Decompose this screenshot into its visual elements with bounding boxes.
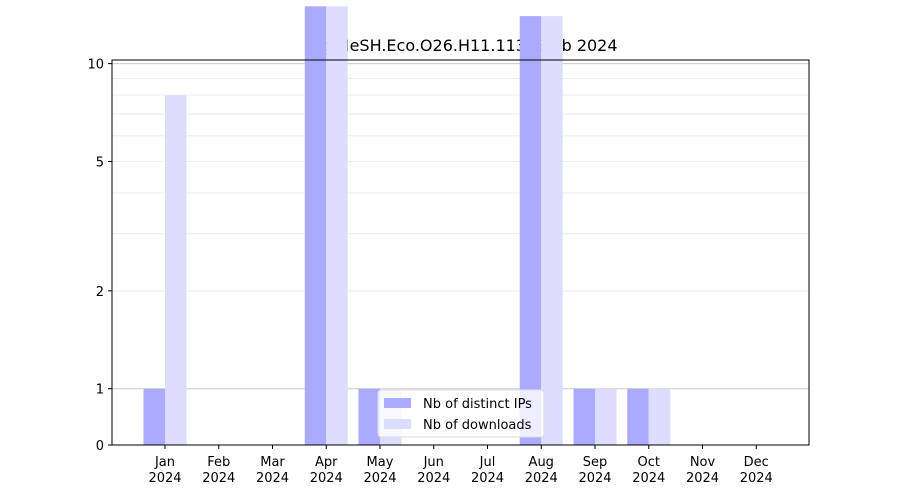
x-tick-label: Aug 2024: [525, 455, 558, 486]
x-tick-label: Mar 2024: [256, 455, 289, 486]
legend: Nb of distinct IPs Nb of downloads: [377, 389, 545, 438]
bar-downloads: [165, 95, 187, 446]
bar-downloads: [326, 6, 348, 446]
plot-frame: [111, 59, 810, 446]
y-tick-label: 5: [96, 155, 104, 170]
bar-ips: [304, 6, 327, 446]
bar-ips: [358, 388, 380, 445]
bar-downloads: [541, 16, 563, 445]
x-tick-label: Dec 2024: [740, 455, 773, 486]
grid: [112, 63, 809, 390]
x-tick-label: Nov 2024: [686, 455, 719, 486]
legend-label: Nb of downloads: [423, 418, 532, 433]
x-tick-label: Apr 2024: [310, 455, 343, 486]
bar-ips: [627, 388, 649, 445]
bars: [143, 6, 671, 446]
x-tick-label: Jun 2024: [417, 455, 450, 486]
legend-label: Nb of distinct IPs: [423, 397, 532, 412]
x-axis: Jan 2024 Feb 2024 Mar 2024 Apr 2024 May 2024 Jun 20…: [148, 445, 773, 486]
legend-box: [377, 389, 545, 438]
y-axis: 0125102050100: [87, 58, 112, 454]
x-tick-label: May 2024: [363, 455, 396, 486]
legend-swatch: [384, 398, 411, 408]
x-tick-label: Jan 2024: [148, 455, 181, 486]
y-tick-label: 0: [96, 439, 104, 454]
bar-downloads: [595, 388, 617, 445]
y-tick-label: 1: [96, 383, 104, 398]
x-tick-label: Jul 2024: [471, 455, 504, 486]
y-tick-label: 2: [96, 285, 104, 300]
bar-ips: [519, 16, 542, 445]
bar-ips: [573, 388, 595, 445]
x-tick-label: Oct 2024: [632, 455, 665, 486]
chart-title: org.MeSH.Eco.O26.H11.11368.db 2024: [304, 36, 617, 55]
y-tick-label: 10: [87, 58, 104, 73]
x-tick-label: Sep 2024: [578, 455, 611, 486]
x-tick-label: Feb 2024: [202, 455, 235, 486]
bar-downloads: [648, 388, 671, 445]
bar-ips: [143, 388, 165, 445]
legend-swatch: [384, 419, 411, 429]
